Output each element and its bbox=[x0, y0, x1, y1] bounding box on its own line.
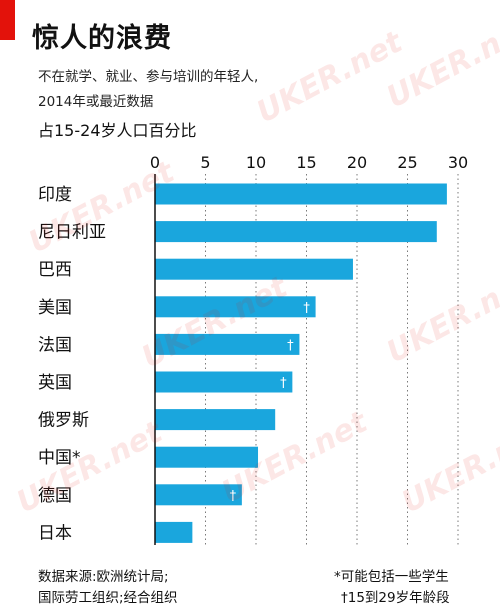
x-tick-label: 5 bbox=[200, 153, 210, 172]
category-label: 日本 bbox=[38, 523, 72, 543]
bar bbox=[155, 409, 276, 431]
chart-title: 惊人的浪费 bbox=[32, 23, 172, 54]
category-label: 巴西 bbox=[38, 260, 72, 280]
bar bbox=[155, 221, 437, 243]
age-range-marker: † bbox=[287, 338, 294, 353]
footnote-students: *可能包括一些学生 bbox=[334, 569, 449, 585]
bar bbox=[155, 183, 447, 205]
footnote-age-range: †15到29岁年龄段 bbox=[341, 590, 450, 606]
bar bbox=[155, 296, 316, 318]
x-tick-label: 25 bbox=[397, 153, 417, 172]
x-tick-label: 10 bbox=[246, 153, 266, 172]
x-tick-label: 15 bbox=[296, 153, 316, 172]
category-label: 印度 bbox=[38, 185, 72, 205]
red-accent-tab bbox=[0, 0, 15, 40]
bar bbox=[155, 484, 242, 506]
age-range-marker: † bbox=[280, 376, 287, 391]
category-label: 德国 bbox=[38, 486, 72, 506]
x-tick-label: 30 bbox=[448, 153, 468, 172]
category-label: 法国 bbox=[38, 335, 72, 355]
age-range-marker: † bbox=[230, 489, 237, 504]
chart-subtitle-line1: 不在就学、就业、参与培训的年轻人, bbox=[38, 69, 259, 85]
category-label: 俄罗斯 bbox=[38, 411, 89, 431]
bar bbox=[155, 521, 193, 543]
unit-label: 占15-24岁人口百分比 bbox=[38, 121, 197, 140]
age-range-marker: † bbox=[303, 301, 310, 316]
source-line2: 国际劳工组织;经合组织 bbox=[38, 590, 178, 606]
category-label: 尼日利亚 bbox=[38, 223, 106, 243]
bar bbox=[155, 333, 300, 355]
category-label: 美国 bbox=[38, 298, 72, 318]
source-line1: 数据来源:欧洲统计局; bbox=[38, 569, 169, 585]
category-label: 中国* bbox=[38, 448, 81, 468]
x-tick-label: 20 bbox=[347, 153, 367, 172]
category-label: 英国 bbox=[38, 373, 72, 393]
chart-subtitle-line2: 2014年或最近数据 bbox=[38, 94, 154, 110]
bar bbox=[155, 258, 353, 280]
x-tick-label: 0 bbox=[150, 153, 160, 172]
bar bbox=[155, 446, 259, 468]
bar bbox=[155, 371, 293, 393]
